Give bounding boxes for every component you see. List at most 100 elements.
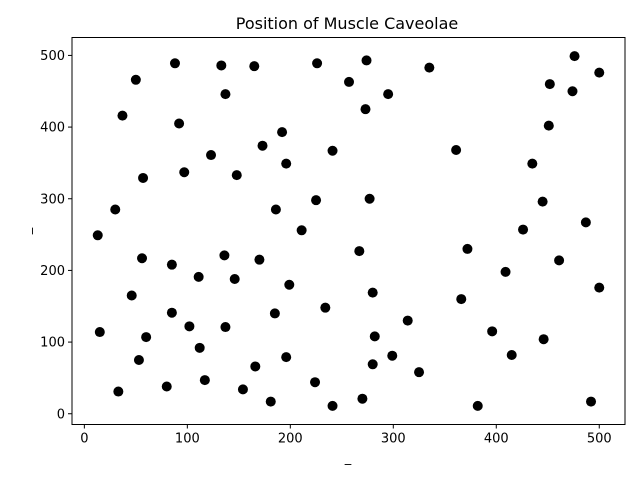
x-tick-label: 200 (278, 432, 303, 447)
data-point (456, 294, 467, 305)
data-point (367, 359, 378, 370)
data-point (281, 158, 292, 169)
data-point (110, 204, 121, 215)
data-point (169, 58, 180, 69)
data-point (257, 140, 268, 151)
data-point (544, 79, 555, 90)
data-point (193, 271, 204, 282)
y-tick-label: 200 (40, 264, 65, 279)
data-point (229, 274, 240, 285)
data-point (414, 367, 425, 378)
data-point (451, 145, 462, 156)
y-tick-label: 500 (40, 49, 65, 64)
data-point (364, 193, 375, 204)
y-axis-label: _ (19, 227, 34, 235)
data-point (527, 158, 538, 169)
plot-frame (71, 37, 626, 425)
data-point (216, 60, 227, 71)
data-point (194, 342, 205, 353)
data-point (554, 255, 565, 266)
data-point (472, 400, 483, 411)
data-point (518, 224, 529, 235)
data-point (237, 384, 248, 395)
data-point (265, 396, 276, 407)
data-point (538, 334, 549, 345)
data-point (94, 327, 105, 338)
data-point (250, 361, 261, 372)
data-point (281, 352, 292, 363)
data-point (344, 76, 355, 87)
data-point (310, 377, 321, 388)
data-point (320, 302, 331, 313)
data-point (367, 287, 378, 298)
data-point (500, 266, 511, 277)
data-point (166, 259, 177, 270)
x-tick-label: 400 (484, 432, 509, 447)
data-point (357, 393, 368, 404)
data-point (586, 396, 597, 407)
data-point (487, 326, 498, 337)
data-point (580, 217, 591, 228)
data-point (174, 118, 185, 129)
data-point (133, 355, 144, 365)
data-point (327, 145, 338, 156)
data-point (569, 51, 580, 62)
data-point (166, 307, 177, 318)
data-point (254, 254, 265, 265)
data-points (92, 51, 605, 411)
data-point (126, 290, 137, 301)
data-point (92, 230, 103, 241)
data-point (269, 308, 280, 319)
data-point (543, 120, 554, 131)
data-point (361, 55, 372, 66)
data-point (113, 386, 124, 397)
data-point (270, 204, 281, 215)
data-point (199, 375, 210, 386)
y-tick-label: 400 (40, 121, 65, 136)
data-point (369, 331, 380, 342)
data-point (567, 86, 578, 97)
data-point (184, 321, 195, 332)
data-point (594, 282, 605, 293)
data-point (424, 62, 435, 73)
x-tick-label: 300 (381, 432, 406, 447)
data-point (402, 315, 413, 326)
y-tick-label: 100 (40, 336, 65, 351)
data-point (137, 253, 148, 264)
data-point (117, 110, 128, 121)
data-point (220, 322, 231, 333)
data-point (277, 127, 288, 138)
x-tick-label: 0 (80, 432, 88, 447)
data-point (462, 243, 473, 254)
x-axis-label: _ (344, 451, 352, 466)
x-tick-label: 500 (587, 432, 612, 447)
y-tick-label: 0 (57, 407, 65, 422)
data-point (327, 400, 338, 411)
data-point (130, 74, 141, 85)
data-point (219, 250, 230, 261)
data-point (594, 67, 605, 78)
data-point (284, 279, 295, 290)
data-point (220, 89, 231, 100)
data-point (537, 196, 548, 207)
data-point (387, 350, 398, 361)
chart-title: Position of Muscle Caveolae (236, 14, 459, 33)
data-point (360, 104, 371, 115)
data-point (249, 61, 260, 72)
data-point (141, 332, 152, 343)
data-point (179, 167, 190, 178)
data-point (354, 246, 365, 257)
data-point (231, 170, 242, 181)
data-point (296, 225, 307, 236)
data-point (311, 195, 322, 206)
data-point (383, 89, 394, 100)
y-tick-label: 300 (40, 192, 65, 207)
data-point (206, 150, 217, 161)
data-point (161, 381, 172, 392)
data-point (138, 172, 149, 183)
x-tick-label: 100 (175, 432, 200, 447)
data-point (506, 349, 517, 360)
axis-ticks: 0 100 200 300 400 500 0 100 200 300 400 500 (40, 49, 611, 447)
